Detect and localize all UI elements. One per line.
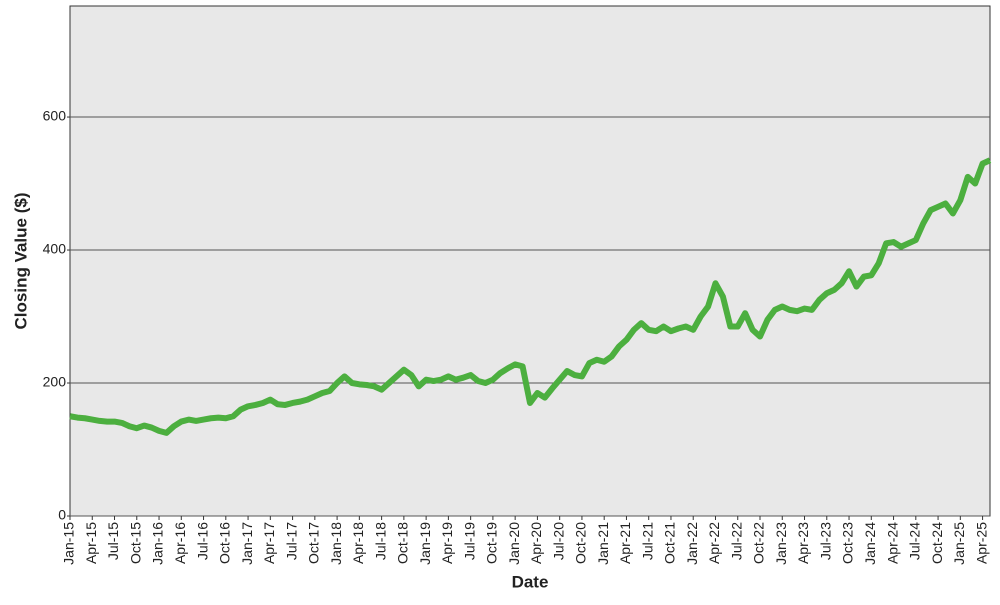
x-tick-label: Jan-21 bbox=[595, 522, 611, 565]
x-tick-label: Jan-24 bbox=[862, 522, 878, 565]
x-tick-label: Jul-24 bbox=[907, 522, 923, 560]
x-tick-label: Jan-15 bbox=[61, 522, 77, 565]
x-tick-label: Oct-17 bbox=[306, 522, 322, 564]
x-tick-label: Jul-20 bbox=[550, 522, 566, 560]
y-axis-label: Closing Value ($) bbox=[11, 193, 30, 330]
y-tick-label: 200 bbox=[43, 374, 67, 390]
x-tick-label: Jul-22 bbox=[728, 522, 744, 560]
x-tick-label: Oct-19 bbox=[484, 522, 500, 564]
x-tick-label: Jan-16 bbox=[150, 522, 166, 565]
x-tick-label: Jan-17 bbox=[239, 522, 255, 565]
data-line bbox=[69, 157, 992, 436]
x-tick-label: Oct-18 bbox=[395, 522, 411, 564]
x-tick-label: Jul-16 bbox=[194, 522, 210, 560]
x-tick-label: Apr-19 bbox=[439, 522, 455, 564]
x-tick-label: Jan-25 bbox=[951, 522, 967, 565]
plot-area bbox=[69, 5, 991, 517]
x-tick-label: Oct-16 bbox=[217, 522, 233, 564]
x-tick-label: Apr-22 bbox=[706, 522, 722, 564]
y-tick-label: 400 bbox=[43, 241, 67, 257]
x-tick-label: Apr-16 bbox=[172, 522, 188, 564]
y-tick-label: 600 bbox=[43, 108, 67, 124]
x-tick-label: Oct-15 bbox=[127, 522, 143, 564]
x-tick-label: Apr-21 bbox=[617, 522, 633, 564]
x-tick-label: Jul-19 bbox=[461, 522, 477, 560]
x-tick-label: Apr-23 bbox=[795, 522, 811, 564]
x-tick-label: Jan-23 bbox=[773, 522, 789, 565]
x-tick-label: Apr-18 bbox=[350, 522, 366, 564]
x-tick-label: Oct-20 bbox=[573, 522, 589, 564]
x-tick-label: Jul-18 bbox=[372, 522, 388, 560]
x-tick-label: Jul-21 bbox=[639, 522, 655, 560]
x-tick-label: Jul-15 bbox=[105, 522, 121, 560]
x-tick-label: Oct-22 bbox=[751, 522, 767, 564]
x-tick-label: Jan-20 bbox=[506, 522, 522, 565]
x-tick-label: Jan-18 bbox=[328, 522, 344, 565]
x-tick-label: Jan-22 bbox=[684, 522, 700, 565]
x-tick-label: Oct-21 bbox=[662, 522, 678, 564]
x-tick-label: Jul-23 bbox=[817, 522, 833, 560]
x-tick-label: Apr-20 bbox=[528, 522, 544, 564]
x-tick-label: Oct-23 bbox=[840, 522, 856, 564]
x-tick-label: Apr-15 bbox=[83, 522, 99, 564]
x-tick-label: Apr-24 bbox=[884, 522, 900, 564]
y-tick-label: 0 bbox=[58, 507, 66, 523]
x-tick-label: Apr-25 bbox=[973, 522, 989, 564]
x-axis-label: Date bbox=[512, 572, 549, 591]
x-tick-label: Apr-17 bbox=[261, 522, 277, 564]
x-tick-label: Oct-24 bbox=[929, 522, 945, 564]
x-tick-label: Jul-17 bbox=[283, 522, 299, 560]
x-tick-label: Jan-19 bbox=[417, 522, 433, 565]
